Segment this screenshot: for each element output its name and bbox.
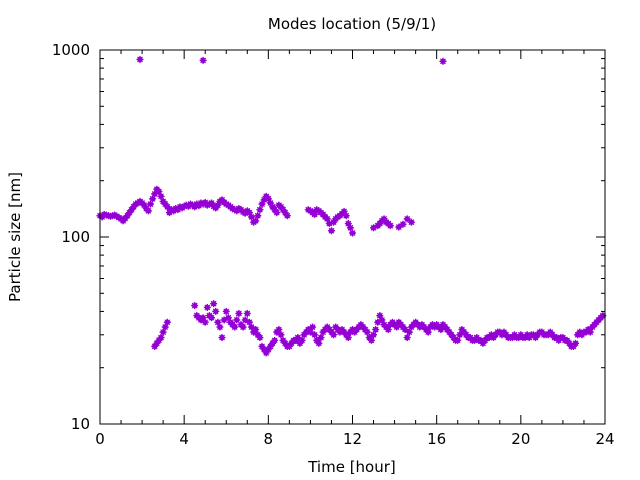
data-point (376, 312, 384, 320)
data-points (96, 55, 607, 357)
data-point (222, 307, 230, 315)
data-point (311, 331, 319, 339)
data-point (220, 316, 228, 324)
data-point (254, 212, 262, 220)
chart-title: Modes location (5/9/1) (268, 15, 436, 33)
data-point (277, 331, 285, 339)
data-point (199, 56, 207, 64)
data-point (153, 339, 161, 347)
data-point (386, 222, 394, 230)
data-point (212, 307, 220, 315)
data-point (572, 339, 580, 347)
data-point (342, 212, 350, 220)
data-point (309, 323, 317, 331)
data-point (372, 326, 380, 334)
data-point (147, 200, 154, 208)
data-point (216, 323, 224, 331)
data-point (315, 339, 323, 347)
data-point (327, 227, 335, 235)
data-point (144, 207, 152, 215)
data-point (235, 309, 243, 317)
data-point (243, 309, 251, 317)
data-point (367, 336, 375, 344)
data-point (273, 209, 281, 217)
data-point (136, 55, 144, 63)
data-point (439, 57, 447, 65)
data-point (256, 334, 264, 342)
x-tick-label: 0 (95, 430, 105, 448)
data-point (262, 349, 270, 357)
data-point (224, 314, 232, 322)
axis-tick-labels: 0 4 8 12 16 20 24 10 100 1000 (52, 41, 615, 448)
x-tick-label: 24 (595, 430, 614, 448)
data-point (163, 203, 171, 211)
data-point (231, 323, 239, 331)
data-point (252, 326, 260, 334)
data-point (283, 212, 291, 220)
data-point (403, 215, 411, 223)
x-tick-label: 20 (511, 430, 530, 448)
data-point (407, 218, 415, 226)
data-point (330, 331, 338, 339)
x-tick-label: 4 (179, 430, 189, 448)
data-point (298, 336, 306, 344)
data-point (384, 326, 392, 334)
data-point (214, 318, 222, 326)
data-point (191, 302, 199, 310)
data-point (456, 331, 464, 339)
plot-frame (99, 49, 606, 425)
data-point (271, 336, 279, 344)
data-point (370, 331, 378, 339)
data-point (157, 334, 165, 342)
axis-ticks (99, 49, 606, 425)
y-tick-label: 10 (71, 415, 90, 433)
y-tick-label: 100 (61, 228, 90, 246)
data-point (344, 334, 352, 342)
data-point (239, 323, 247, 331)
data-point (210, 300, 218, 308)
data-point (208, 314, 216, 322)
data-point (454, 336, 462, 344)
data-point (294, 334, 302, 342)
x-axis-title: Time [hour] (307, 458, 396, 476)
data-point (311, 210, 319, 218)
x-tick-label: 16 (427, 430, 446, 448)
data-point (363, 328, 371, 336)
data-point (424, 328, 432, 336)
data-point (264, 195, 272, 203)
data-point (399, 220, 407, 228)
data-point (374, 318, 382, 326)
x-tick-label: 12 (343, 430, 362, 448)
data-point (395, 223, 403, 231)
data-point (159, 328, 167, 336)
data-point (349, 229, 356, 237)
data-point (163, 318, 171, 326)
data-point (403, 334, 411, 342)
y-axis-title: Particle size [nm] (6, 172, 24, 302)
data-point (346, 224, 354, 232)
data-point (201, 318, 209, 326)
data-point (218, 334, 226, 342)
x-tick-label: 8 (264, 430, 274, 448)
data-point (203, 303, 211, 311)
data-point (256, 206, 264, 214)
data-point (275, 326, 283, 334)
data-point (233, 316, 241, 324)
y-tick-label: 1000 (52, 41, 90, 59)
data-point (317, 334, 325, 342)
